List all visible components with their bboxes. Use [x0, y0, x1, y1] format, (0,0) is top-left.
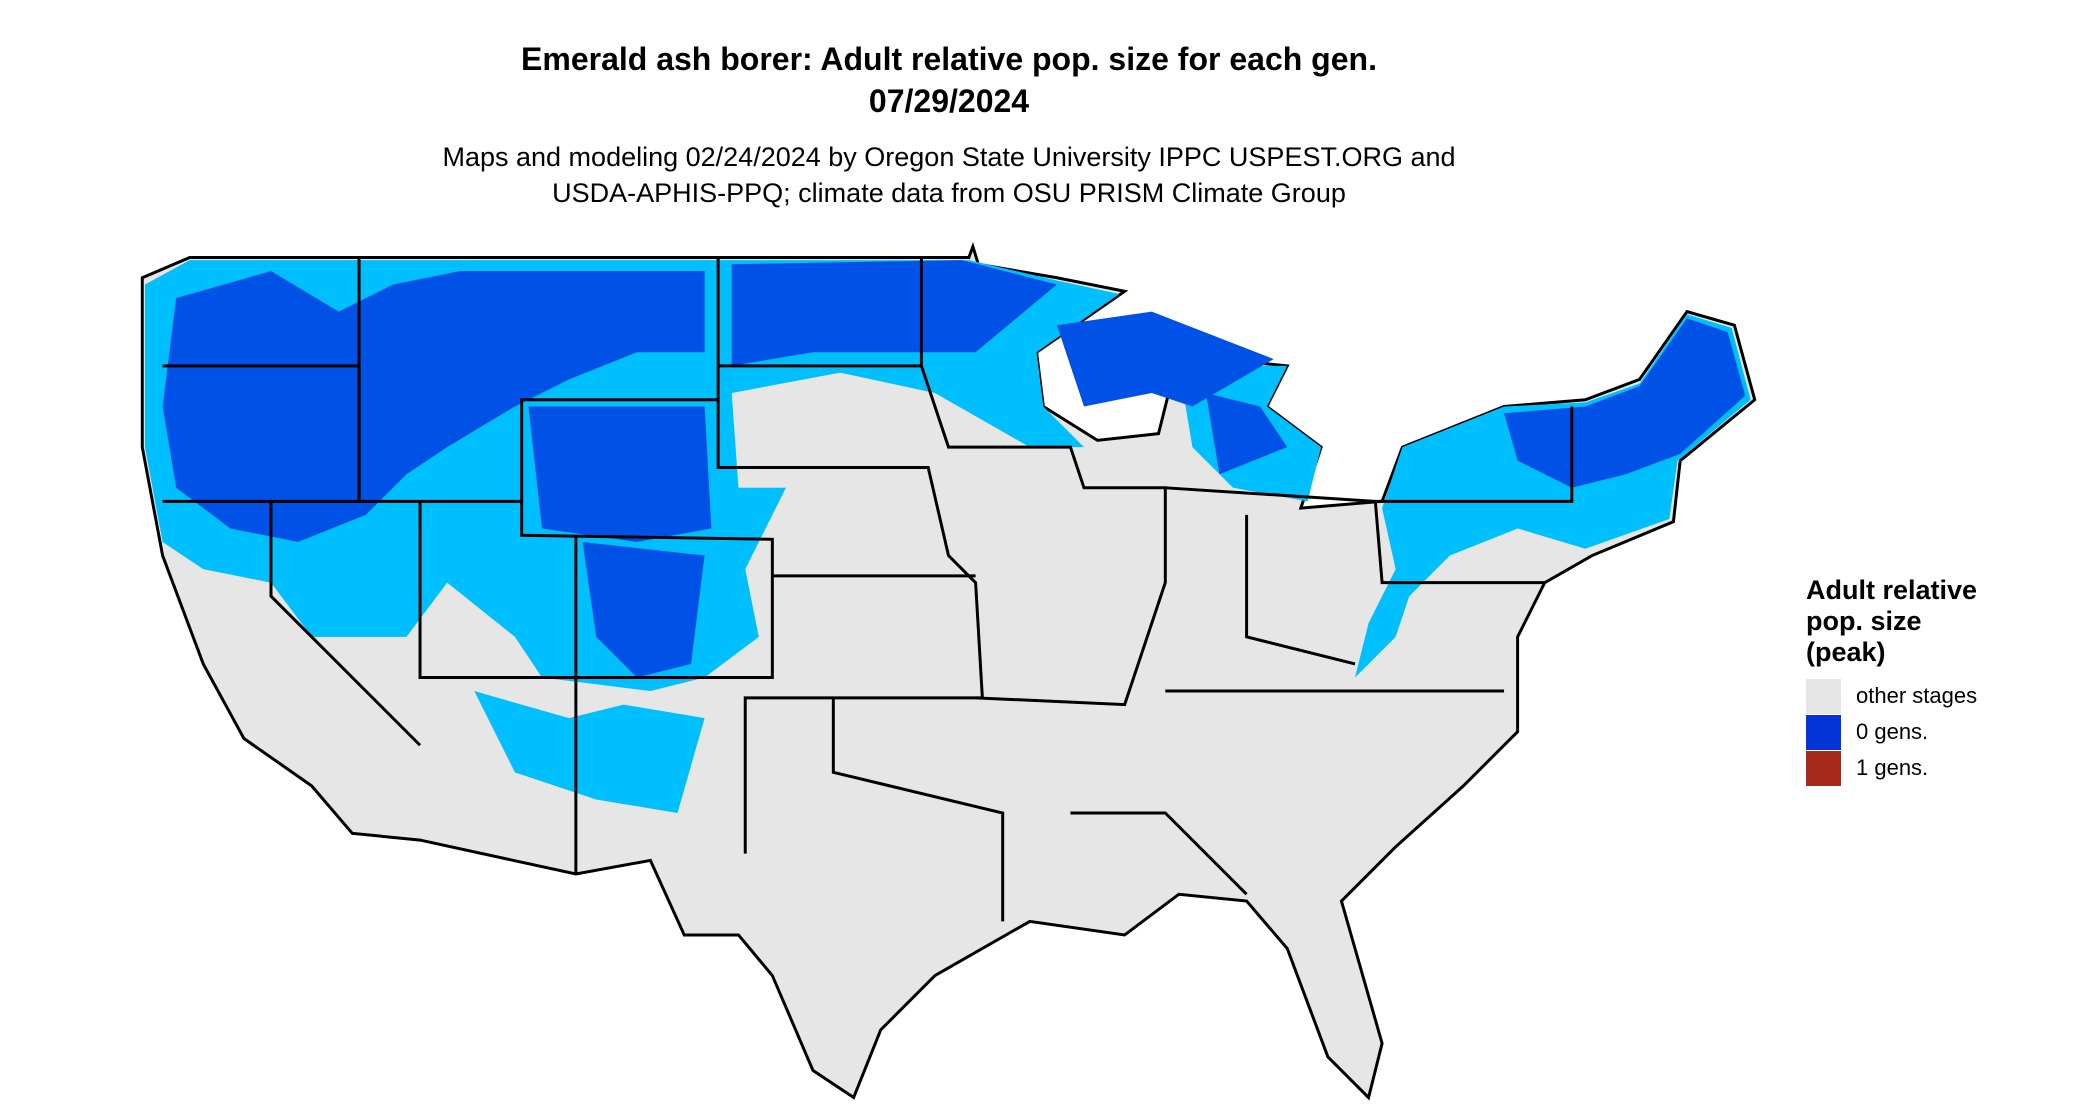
- range-patch: [1504, 318, 1746, 488]
- legend-title: Adult relative: [1806, 575, 1977, 605]
- state-border: [1375, 406, 1574, 503]
- state-borders: [162, 257, 1574, 922]
- legend-swatch: [1806, 679, 1841, 714]
- range-patch: [731, 260, 1057, 366]
- legend-title: (peak): [1806, 637, 1886, 667]
- us-map: [140, 241, 1757, 1101]
- state-border: [357, 257, 720, 503]
- legend-title: pop. size: [1806, 606, 1922, 636]
- legend-label: 0 gens.: [1856, 719, 1928, 744]
- state-border: [1165, 486, 1545, 585]
- range-patch: [582, 542, 705, 678]
- legend-swatch: [1806, 751, 1841, 786]
- state-border: [919, 365, 1167, 707]
- legend-swatch: [1806, 715, 1841, 750]
- state-border: [1070, 811, 1248, 896]
- state-border: [418, 501, 774, 679]
- title: Emerald ash borer: Adult relative pop. s…: [521, 41, 1377, 77]
- range-patch: [528, 406, 712, 542]
- range-dark: [162, 260, 1746, 678]
- range-patch: [1205, 392, 1288, 475]
- subtitle-line: Maps and modeling 02/24/2024 by Oregon S…: [442, 142, 1455, 172]
- subtitle-line: USDA-APHIS-PPQ; climate data from OSU PR…: [552, 178, 1346, 208]
- state-border: [269, 501, 422, 747]
- date: 07/29/2024: [869, 83, 1029, 119]
- range-patch: [1056, 311, 1274, 407]
- legend-label: other stages: [1856, 683, 1977, 708]
- state-border: [1245, 514, 1356, 666]
- state-border: [716, 399, 984, 854]
- range-patch: [162, 271, 705, 542]
- state-border: [831, 697, 1005, 922]
- legend-label: 1 gens.: [1856, 755, 1928, 780]
- range-patch: [474, 691, 705, 813]
